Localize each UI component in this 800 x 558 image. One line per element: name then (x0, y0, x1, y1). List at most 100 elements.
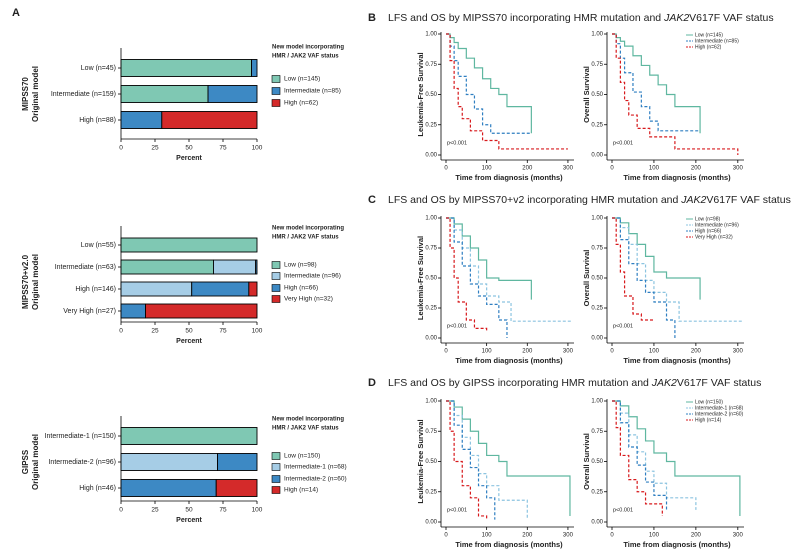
y-axis-title: Leukemia-Free Survival (416, 236, 425, 320)
title-part: V617F VAF status (706, 194, 790, 206)
x-tick-label: 50 (185, 328, 193, 335)
legend-swatch (271, 261, 281, 269)
legend-label: Intermediate (n=85) (695, 38, 739, 44)
x-tick-label: 200 (522, 533, 533, 539)
x-tick-label: 100 (649, 533, 660, 539)
title-part: LFS and OS by GIPSS incorporating HMR mu… (388, 377, 652, 389)
survival-curve (612, 400, 668, 510)
panel-label: A (12, 7, 20, 19)
survival-curve (446, 400, 488, 519)
bar-segment (215, 479, 258, 497)
legend-label: High (n=62) (695, 44, 722, 50)
y-tick-label: High (n=88) (79, 117, 116, 124)
legend-swatch (271, 87, 281, 95)
survival-curve (612, 400, 663, 516)
y-tick-label: Intermediate (n=63) (55, 264, 116, 271)
title-part: LFS and OS by MIPSS70 incorporating HMR … (388, 12, 664, 24)
x-tick-label: 0 (610, 349, 614, 355)
legend-label: Very High (n=32) (284, 296, 333, 303)
x-axis-title: Percent (176, 338, 202, 345)
y-tick-label: 0.25 (425, 306, 437, 312)
survival-curve (446, 217, 572, 322)
bar-segment (120, 281, 193, 297)
survival-curve (446, 33, 532, 134)
x-tick-label: 50 (185, 507, 193, 514)
y-tick-label: 0.00 (425, 520, 437, 526)
x-tick-label: 300 (733, 166, 744, 172)
survival-curve (446, 400, 571, 516)
x-tick-label: 100 (252, 507, 263, 514)
x-tick-label: 75 (219, 328, 227, 335)
bar-segment (120, 479, 217, 497)
y-axis-title: Overall Survival (582, 66, 591, 123)
x-tick-label: 100 (482, 349, 493, 355)
x-tick-label: 200 (522, 349, 533, 355)
bar-segment (120, 111, 163, 129)
legend-swatch (271, 463, 281, 471)
y-tick-label: 0.50 (425, 276, 437, 282)
legend-title: New model incorporating (272, 226, 344, 232)
legend-swatch (271, 272, 281, 280)
survival-curve (446, 400, 528, 520)
legend-label: Intermediate-1 (n=68) (695, 405, 744, 411)
legend-swatch (271, 475, 281, 483)
survival-curve (612, 33, 739, 155)
legend-swatch (271, 452, 281, 460)
y-tick-label: 0.25 (591, 489, 603, 495)
y-tick-label: Low (n=55) (81, 242, 116, 249)
x-tick-label: 100 (649, 166, 660, 172)
p-value: p<0.001 (613, 507, 633, 513)
legend-label: High (n=66) (695, 228, 722, 234)
x-axis-title: Time from diagnosis (months) (623, 540, 731, 549)
x-axis-title: Time from diagnosis (months) (455, 173, 563, 182)
y-tick-label: Very High (n=27) (63, 308, 116, 315)
y-axis-title: Original model (31, 66, 40, 122)
y-tick-label: 0.75 (591, 429, 603, 435)
y-axis-title: Original model (31, 254, 40, 310)
x-tick-label: 0 (610, 533, 614, 539)
bar-segment (120, 427, 258, 445)
legend-swatch (271, 75, 281, 83)
y-tick-label: 1.00 (591, 32, 603, 38)
survival-curve (446, 400, 496, 520)
legend-label: Low (n=145) (695, 32, 723, 38)
legend-title: HMR / JAK2 VAF status (272, 54, 339, 60)
title-part: V617F VAF status (677, 377, 761, 389)
legend-swatch (271, 284, 281, 292)
bar-segment (248, 281, 258, 297)
x-tick-label: 0 (444, 166, 448, 172)
y-axis-title: Original model (31, 434, 40, 490)
x-tick-label: 200 (691, 533, 702, 539)
y-tick-label: 0.50 (591, 276, 603, 282)
y-tick-label: 1.00 (591, 216, 603, 222)
y-tick-label: 0.25 (591, 122, 603, 128)
p-value: p<0.001 (447, 323, 467, 329)
x-tick-label: 100 (482, 533, 493, 539)
legend-label: Low (n=98) (284, 262, 317, 269)
legend-title: HMR / JAK2 VAF status (272, 426, 339, 432)
y-tick-label: Low (n=45) (81, 65, 116, 72)
y-tick-label: 0.25 (425, 122, 437, 128)
y-tick-label: 0.00 (591, 153, 603, 159)
bar-segment (120, 303, 146, 319)
x-tick-label: 0 (119, 507, 123, 514)
bar-segment (207, 85, 258, 103)
bar-segment (120, 237, 258, 253)
title-part: JAK2 (663, 12, 689, 24)
survival-curve (612, 217, 701, 300)
title-part: LFS and OS by MIPSS70+v2 incorporating H… (388, 194, 681, 206)
bar-segment (191, 281, 250, 297)
bar-segment (213, 259, 257, 275)
y-axis-title: Leukemia-Free Survival (416, 52, 425, 136)
y-axis-title: Overall Survival (582, 250, 591, 307)
survival-curve (446, 33, 532, 134)
legend-label: Intermediate-2 (n=60) (284, 476, 347, 483)
x-tick-label: 25 (151, 145, 159, 152)
legend-label: Low (n=150) (695, 399, 723, 405)
x-tick-label: 300 (563, 166, 574, 172)
y-tick-label: High (n=46) (79, 485, 116, 492)
y-tick-label: 0.50 (425, 92, 437, 98)
x-tick-label: 0 (119, 145, 123, 152)
x-tick-label: 0 (119, 328, 123, 335)
